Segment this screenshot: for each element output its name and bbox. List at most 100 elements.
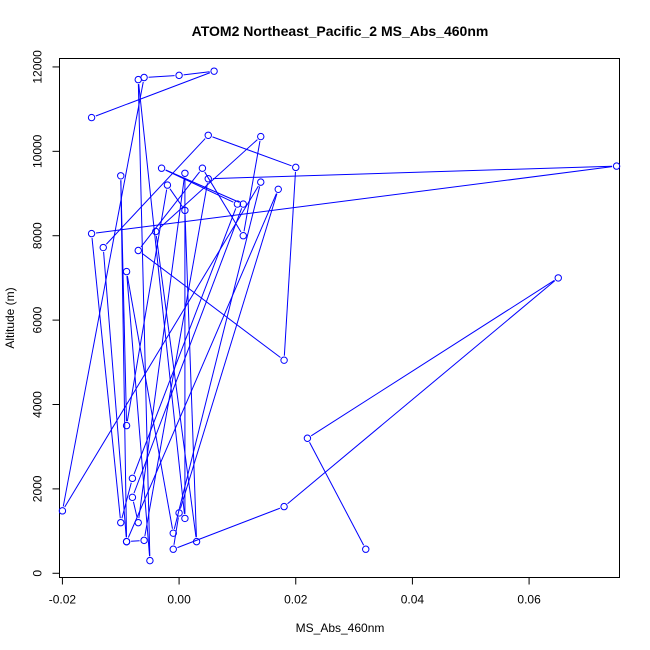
data-point [87,113,96,122]
x-tick-label: 0.02 [284,593,308,607]
data-point [181,514,189,523]
data-point [99,243,107,252]
data-point [362,545,370,553]
data-point [163,181,172,189]
data-point [117,172,125,180]
data-point [303,434,312,442]
series-points [58,67,621,565]
data-point [274,185,282,194]
y-tick-label: 8000 [31,222,45,249]
data-point [157,164,166,172]
data-point [292,163,300,172]
x-axis: -0.02 0.00 0.02 0.04 0.06 [49,577,541,607]
series-segment [138,84,185,515]
series-segment [95,166,613,234]
data-point [140,536,148,545]
series-segment [120,180,127,422]
data-point [239,200,247,208]
data-point [140,73,148,82]
series-segment [184,214,197,538]
series-segment [283,171,296,356]
y-tick-label: 6000 [31,306,45,333]
series-segment [141,252,281,358]
series-segment [138,177,185,519]
series-segment [155,235,197,538]
data-point [175,509,183,517]
series-segment [310,279,555,437]
data-point [122,421,131,430]
data-point [122,537,131,546]
series-segment [173,186,261,529]
data-point [198,164,207,172]
data-point [58,507,67,515]
series-segment [148,75,175,78]
data-point [175,71,183,80]
data-point [280,502,288,511]
series-segment [103,251,127,538]
data-point [233,200,242,208]
series-segment [127,193,277,538]
y-axis-label: Altitude (m) [3,287,17,348]
y-tick-label: 4000 [31,391,45,418]
series-segment [105,138,206,245]
series-segment [158,139,258,229]
data-point [117,518,125,527]
data-point [181,169,189,177]
series-segment [212,165,613,180]
series-segment [309,442,365,546]
series-segment [165,169,240,203]
series-lines [62,71,613,557]
series-segment [212,136,292,167]
x-tick-label: 0.06 [517,593,541,607]
data-point [146,556,154,565]
data-point [134,246,142,255]
series-segment [121,482,132,519]
y-tick-label: 12000 [31,50,45,84]
data-point [257,178,265,186]
data-point [87,229,96,238]
series-segment [133,208,243,494]
data-point [210,67,218,75]
series-segment [126,275,173,529]
series-segment [137,84,151,557]
series-segment [177,507,281,549]
x-tick-label: -0.02 [49,593,77,607]
data-point [204,175,212,183]
series-segment [287,280,556,505]
series-segment [169,188,183,207]
data-point [169,529,177,537]
series-segment [62,81,144,507]
data-point [181,206,189,215]
x-axis-label: MS_Abs_460nm [296,621,385,635]
series-segment [64,185,259,508]
data-point [280,356,288,364]
data-point [204,131,212,139]
x-tick-label: 0.04 [401,593,425,607]
data-point [152,227,160,236]
series-segment [183,71,210,76]
data-point [239,232,247,240]
y-tick-label: 0 [31,570,45,577]
series-segment [243,140,261,232]
series-segment [144,183,208,537]
series-segment [179,193,278,509]
series-segment [95,72,211,117]
data-point [169,545,177,553]
series-segment [140,171,201,248]
data-point [128,493,137,502]
data-point [554,274,562,282]
chart-title: ATOM2 Northeast_Pacific_2 MS_Abs_460nm [192,23,489,39]
series-segment [91,238,121,519]
data-point [257,132,265,141]
data-point [612,162,621,170]
series-segment [131,540,140,542]
series-segment [132,501,138,519]
y-axis: 0 2000 4000 6000 8000 10000 12000 [31,50,60,577]
data-point [122,267,131,276]
data-point [128,474,137,483]
x-tick-label: 0.00 [167,593,191,607]
data-point [192,537,201,546]
y-tick-label: 10000 [31,134,45,168]
series-segment [204,171,242,233]
